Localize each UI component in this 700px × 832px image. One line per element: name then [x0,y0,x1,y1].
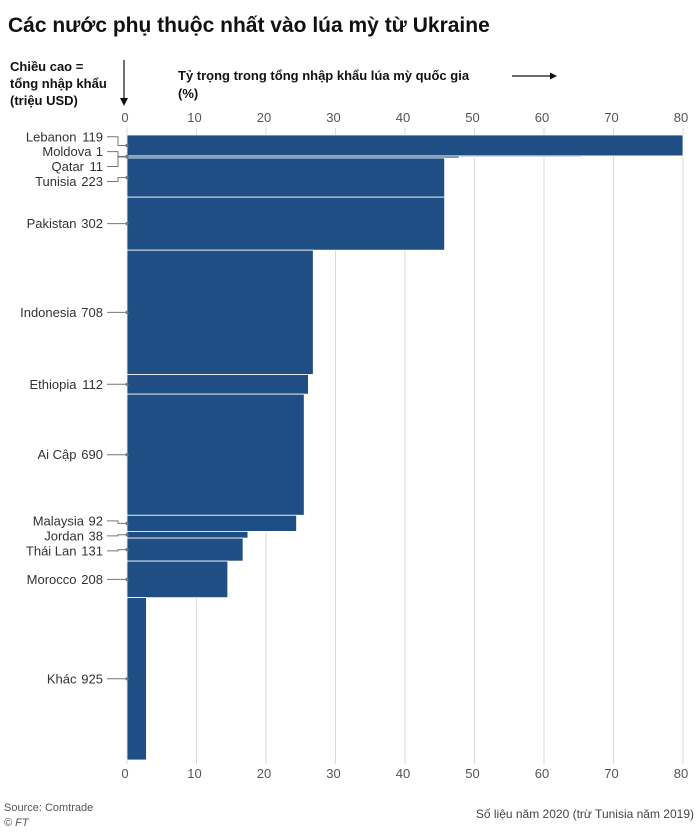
country-name-tunisia: Tunisia [35,174,77,189]
country-value-khác: 925 [81,671,103,686]
country-value-malaysia: 92 [89,513,103,528]
x-tick-bottom-10: 10 [187,766,201,781]
x-tick-bottom-40: 40 [396,766,410,781]
leader-dot-tunisia [125,175,129,180]
country-name-ethiopia: Ethiopia [30,377,78,392]
bar-khác [126,597,147,761]
country-name-lebanon: Lebanon [26,129,77,144]
x-tick-top-20: 20 [257,110,271,125]
x-tick-top-0: 0 [121,110,128,125]
leader-dot-morocco [125,577,129,581]
x-tick-top-70: 70 [604,110,618,125]
leader-line-thái-lan [107,549,127,552]
bar-indonesia [126,249,314,375]
bar-ai-cập [126,393,305,516]
leader-dot-lebanon [125,143,129,148]
bar-thái-lan [126,537,244,562]
x-tick-top-30: 30 [326,110,340,125]
country-value-qatar: 11 [90,159,104,174]
leader-dot-qatar [125,155,129,159]
country-value-moldova: 1 [96,144,103,159]
bar-jordan [126,531,249,539]
credit-text: © FT [4,817,29,829]
leader-dot-ai-cập [125,453,129,457]
country-name-jordan: Jordan [44,528,84,543]
x-tick-bottom-60: 60 [535,766,549,781]
height-note-line-3: (triệu USD) [10,93,78,108]
x-tick-bottom-20: 20 [257,766,271,781]
bar-morocco [126,560,229,599]
x-tick-top-80: 80 [674,110,688,125]
leader-line-qatar [107,156,127,168]
leader-line-moldova [107,151,127,157]
height-note-line-1: Chiều cao = [10,59,84,74]
bar-lebanon [126,134,684,157]
x-tick-bottom-70: 70 [604,766,618,781]
leader-dot-indonesia [125,310,129,314]
data-year-note: Số liệu năm 2020 (trừ Tunisia năm 2019) [475,807,694,821]
axis-ticks: 0 0 10 10 20 20 30 30 40 40 50 50 60 60 70 70 80 80 [121,110,688,781]
x-tick-top-50: 50 [465,110,479,125]
country-name-khác: Khác [47,671,77,686]
leader-dot-ethiopia [125,382,129,386]
country-name-morocco: Morocco [27,572,77,587]
leader-dot-thái-lan [125,547,129,552]
leader-dot-khác [125,677,129,681]
leader-line-jordan [107,534,127,537]
country-value-thái-lan: 131 [81,543,103,558]
bars [126,134,684,761]
x-tick-bottom-30: 30 [326,766,340,781]
leader-dot-jordan [125,533,129,537]
chart-title: Các nước phụ thuộc nhất vào lúa mỳ từ Uk… [8,14,490,37]
height-note-line-2: tổng nhập khẩu [10,76,107,91]
x-tick-bottom-50: 50 [465,766,479,781]
country-name-moldova: Moldova [42,144,92,159]
leader-line-tunisia [107,177,127,183]
bar-height-note: Chiều cao = tổng nhập khẩu (triệu USD) [10,58,107,109]
leader-dot-malaysia [125,521,129,525]
country-value-morocco: 208 [81,572,103,587]
source-text: Source: Comtrade [4,802,94,814]
country-name-malaysia: Malaysia [33,513,85,528]
country-name-thái-lan: Thái Lan [26,543,77,558]
country-name-indonesia: Indonesia [20,305,77,320]
bar-malaysia [126,514,297,532]
bar-ethiopia [126,374,309,395]
x-tick-top-40: 40 [396,110,410,125]
country-value-jordan: 38 [89,528,103,543]
share-arrowhead-icon [550,72,557,80]
country-name-ai-cập: Ai Cập [37,447,76,462]
x-tick-bottom-80: 80 [674,766,688,781]
leader-line-malaysia [107,520,127,524]
leader-line-lebanon [107,136,127,146]
country-name-qatar: Qatar [51,159,84,174]
country-value-indonesia: 708 [81,305,103,320]
country-value-ai-cập: 690 [81,447,103,462]
leader-dot-pakistan [125,222,129,226]
x-tick-top-60: 60 [535,110,549,125]
country-value-lebanon: 119 [82,129,103,144]
share-axis-note: Tỷ trọng trong tổng nhập khẩu lúa mỳ quố… [178,67,469,103]
country-name-pakistan: Pakistan [27,216,77,231]
x-tick-top-10: 10 [187,110,201,125]
share-note-line-2: (%) [178,86,199,101]
height-arrowhead-icon [120,98,128,106]
bar-tunisia [126,157,446,198]
x-tick-bottom-0: 0 [121,766,128,781]
country-value-ethiopia: 112 [82,377,103,392]
country-value-tunisia: 223 [81,174,103,189]
bar-pakistan [126,196,446,251]
country-value-pakistan: 302 [81,216,103,231]
share-note-line-1: Tỷ trọng trong tổng nhập khẩu lúa mỳ quố… [178,68,470,83]
